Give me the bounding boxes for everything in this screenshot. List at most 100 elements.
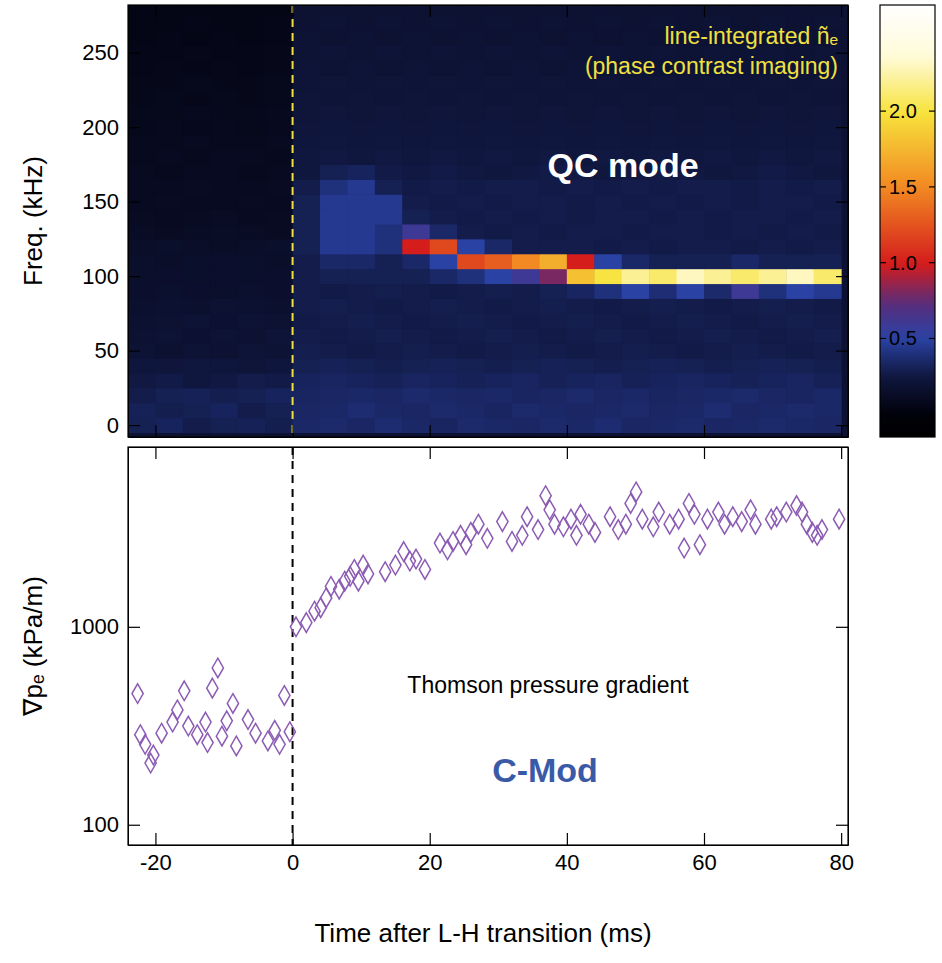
cell	[759, 149, 787, 164]
cell	[155, 403, 183, 418]
cell	[457, 194, 485, 209]
cell	[485, 164, 513, 179]
tick-mark	[704, 833, 705, 845]
cell	[786, 388, 814, 403]
cell	[731, 328, 759, 343]
cell	[128, 75, 156, 90]
cell	[567, 298, 595, 313]
cell	[293, 75, 321, 90]
cell	[759, 5, 787, 16]
cell	[320, 75, 348, 90]
cell	[293, 284, 321, 299]
tick: 50	[95, 338, 140, 363]
tick	[836, 351, 848, 352]
point	[231, 736, 242, 756]
cell	[293, 60, 321, 75]
cell	[183, 164, 211, 179]
cell	[128, 343, 156, 358]
cell	[293, 105, 321, 120]
cell	[320, 388, 348, 403]
cell	[649, 254, 677, 269]
cell	[128, 5, 156, 16]
point	[653, 502, 664, 522]
cell	[622, 105, 650, 120]
cell	[320, 60, 348, 75]
cell	[320, 343, 348, 358]
cell	[594, 15, 622, 30]
cell	[375, 194, 403, 209]
axis	[129, 447, 849, 459]
cell	[265, 60, 293, 75]
tick	[155, 5, 156, 17]
cell	[128, 298, 156, 313]
cell	[512, 343, 540, 358]
colorbar-tick	[880, 186, 886, 187]
cell	[210, 403, 238, 418]
cell	[293, 358, 321, 373]
point	[148, 745, 159, 765]
cell	[622, 90, 650, 105]
cell	[485, 60, 513, 75]
cell	[155, 45, 183, 60]
cell	[649, 120, 677, 135]
tick-mark	[128, 351, 140, 352]
cell	[731, 343, 759, 358]
tick	[836, 627, 848, 628]
cell	[210, 284, 238, 299]
cell	[677, 90, 705, 105]
cell	[786, 90, 814, 105]
cell	[293, 328, 321, 343]
cell	[347, 388, 375, 403]
cell	[128, 164, 156, 179]
cell	[265, 75, 293, 90]
cell	[594, 239, 622, 254]
point	[719, 514, 730, 534]
cell	[704, 105, 732, 120]
cell	[567, 269, 595, 284]
cell	[457, 75, 485, 90]
cell	[210, 388, 238, 403]
cell	[759, 284, 787, 299]
cell	[485, 90, 513, 105]
cell	[567, 105, 595, 120]
cell	[786, 403, 814, 418]
cell	[485, 239, 513, 254]
cell	[731, 373, 759, 388]
cell	[759, 209, 787, 224]
cell	[210, 60, 238, 75]
cell	[347, 418, 375, 433]
cell	[210, 328, 238, 343]
point	[625, 494, 636, 514]
cell	[567, 284, 595, 299]
cell	[210, 313, 238, 328]
cell	[567, 418, 595, 433]
cell	[539, 403, 567, 418]
annotation: line-integrated ñₑ	[665, 23, 839, 49]
point	[750, 514, 761, 534]
point	[339, 571, 350, 591]
cell	[622, 388, 650, 403]
point	[583, 514, 594, 534]
plot-background	[128, 5, 848, 437]
cell	[128, 403, 156, 418]
cell	[293, 343, 321, 358]
cell	[457, 90, 485, 105]
cell	[430, 418, 458, 433]
tick-label: 250	[82, 40, 119, 65]
cell	[320, 373, 348, 388]
cell	[238, 105, 266, 120]
cell	[622, 5, 650, 16]
cell	[704, 120, 732, 135]
tick	[836, 425, 848, 426]
tick: 150	[82, 189, 140, 214]
cell	[320, 328, 348, 343]
cell	[155, 164, 183, 179]
cell	[677, 358, 705, 373]
cell	[265, 388, 293, 403]
cell	[210, 239, 238, 254]
point	[689, 505, 700, 525]
tick	[430, 425, 431, 437]
cell	[265, 194, 293, 209]
cell	[402, 75, 430, 90]
cell	[485, 284, 513, 299]
